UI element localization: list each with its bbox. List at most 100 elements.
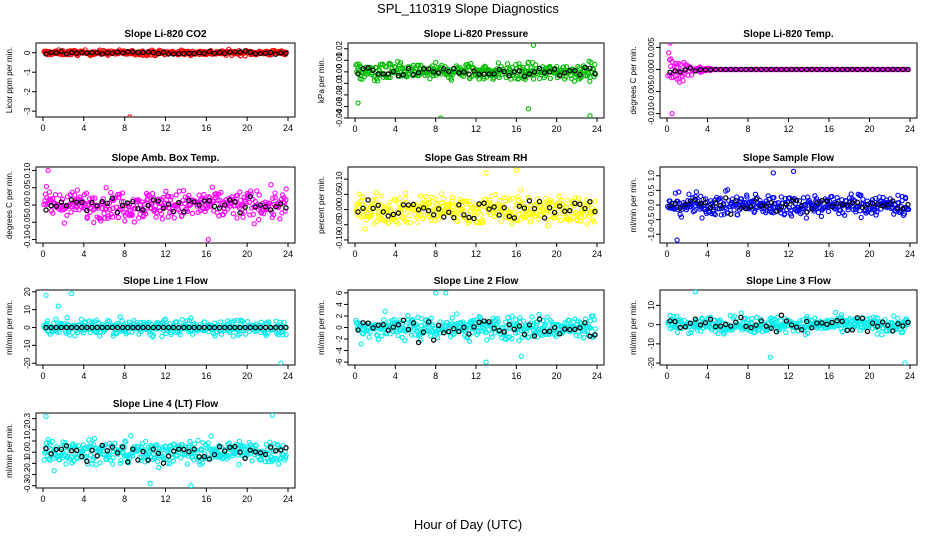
data-point-black: [380, 71, 386, 77]
data-point-black: [824, 66, 830, 73]
data-point-black: [400, 202, 407, 208]
data-point: [108, 211, 114, 217]
data-point-black: [556, 203, 563, 209]
data-point-black: [864, 66, 871, 73]
data-point: [507, 318, 513, 325]
data-point-black: [160, 324, 167, 331]
panel-title: Slope Gas Stream RH: [425, 153, 528, 164]
y-tick-label: -0.010: [647, 102, 656, 125]
data-point-black: [854, 199, 861, 205]
data-point: [378, 193, 384, 199]
data-point: [497, 203, 503, 209]
scatter-points: [665, 290, 911, 365]
data-point: [408, 332, 415, 338]
data-point: [368, 212, 374, 218]
data-point-black: [486, 319, 492, 325]
y-tick-label: 10: [23, 305, 32, 314]
data-point: [117, 460, 123, 466]
data-point-black: [216, 49, 223, 56]
data-point-black: [395, 73, 402, 79]
data-point: [591, 317, 597, 323]
data-point-black: [511, 326, 518, 332]
data-point-black: [430, 212, 437, 218]
data-point-black: [582, 320, 588, 326]
data-point-black: [496, 212, 502, 218]
data-point-black: [48, 202, 54, 209]
data-point: [56, 457, 63, 463]
data-point-black: [262, 50, 269, 56]
panel-4: Slope Amb. Box Temp. 0 4 8 12 16 20 24 0.100.05 0…: [5, 153, 296, 259]
data-point-black: [104, 200, 111, 206]
data-point-black: [506, 213, 512, 220]
data-point: [186, 317, 193, 324]
data-point: [177, 332, 183, 338]
data-point-black: [804, 66, 810, 73]
data-point: [98, 218, 104, 224]
y-tick-label: -0.05: [23, 213, 32, 232]
data-point-black: [160, 49, 167, 56]
data-point: [418, 62, 424, 68]
data-point: [112, 440, 118, 446]
outlier-point: [355, 100, 361, 106]
data-point-black: [758, 203, 764, 209]
data-point-black: [496, 66, 502, 73]
data-point-black: [375, 71, 381, 77]
plot-frame: [659, 42, 918, 119]
data-point-black: [672, 200, 678, 206]
data-point: [480, 220, 486, 226]
data-point-black: [201, 453, 207, 460]
data-point-black: [165, 201, 172, 207]
data-point-black: [420, 329, 427, 335]
data-point: [265, 330, 271, 336]
data-point: [277, 216, 283, 222]
scatter-points: [353, 290, 598, 365]
data-point-black: [278, 50, 284, 56]
data-point-black: [753, 66, 759, 73]
data-point-black: [262, 324, 269, 331]
data-point: [498, 218, 505, 224]
data-point: [427, 199, 433, 205]
data-point: [395, 332, 401, 339]
outlier-point: [667, 43, 673, 46]
y-tick-label: -20: [647, 357, 656, 369]
data-point-black: [793, 324, 800, 330]
data-point: [571, 78, 578, 84]
data-point-black: [707, 204, 714, 211]
data-point: [427, 76, 433, 82]
data-point-black: [461, 324, 467, 331]
data-point: [116, 194, 122, 200]
outlier-point: [674, 237, 680, 243]
data-point-black: [717, 66, 724, 73]
data-point-black: [809, 325, 815, 331]
data-point-black: [227, 324, 233, 331]
data-point: [199, 460, 206, 466]
data-point: [495, 319, 501, 325]
data-point-black: [900, 206, 906, 212]
data-point-black: [905, 66, 911, 73]
x-tick-label: 4: [81, 249, 86, 259]
x-tick-label: 16: [511, 371, 521, 381]
data-point: [493, 211, 500, 217]
y-tick-label: 2: [335, 313, 344, 318]
data-point-black: [587, 333, 593, 339]
data-point-black: [150, 324, 156, 331]
data-point: [230, 211, 237, 217]
data-point: [367, 329, 373, 335]
data-point-black: [201, 50, 207, 56]
y-tick-label: 0.00: [23, 197, 32, 213]
y-tick-label: 1.0: [647, 170, 656, 182]
data-point-black: [572, 326, 578, 333]
data-point-black: [682, 324, 688, 330]
data-point-black: [58, 324, 65, 331]
data-point: [516, 338, 522, 344]
data-point-black: [697, 66, 704, 73]
data-point-black: [712, 323, 719, 330]
data-point: [534, 334, 541, 340]
y-tick-label: 10: [647, 300, 656, 309]
data-point-black: [262, 451, 269, 458]
data-point: [249, 458, 255, 464]
data-point: [579, 209, 586, 215]
data-point: [43, 183, 50, 190]
data-point: [474, 325, 480, 331]
x-tick-label: 4: [705, 249, 710, 259]
